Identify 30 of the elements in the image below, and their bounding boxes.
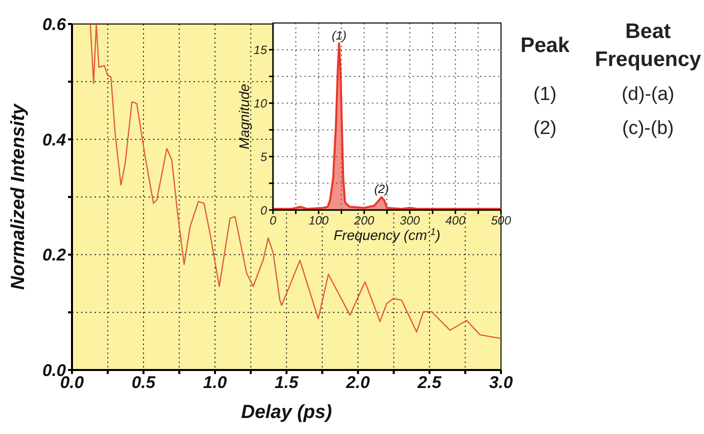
x-tick-label: 0 (270, 214, 277, 228)
y-tick-label: 0.2 (42, 246, 67, 265)
y-tick-label: 5 (260, 150, 268, 164)
y-tick-label: 10 (254, 96, 268, 110)
y-axis-title: Magnitude (236, 84, 252, 150)
text: (d)-(a) (620, 83, 676, 107)
x-tick-label: 300 (400, 214, 420, 228)
text: (2) (532, 117, 558, 141)
x-tick-label: 3.0 (489, 373, 514, 392)
x-tick-label: 0.5 (132, 373, 156, 392)
annotation: (1) (332, 28, 346, 42)
y-tick-label: 0.6 (42, 15, 67, 34)
y-tick-label: 0.4 (42, 130, 67, 150)
x-tick-label: 2.5 (416, 373, 442, 392)
x-tick-label: 100 (308, 214, 329, 228)
text: (1) (532, 83, 558, 107)
y-tick-label: 15 (254, 42, 268, 57)
text: (c)-(b) (621, 117, 675, 141)
annotation: (2) (374, 182, 389, 196)
x-tick-label: 400 (445, 214, 466, 228)
text: Beat Frequency (594, 19, 702, 73)
text: Peak (519, 33, 571, 59)
x-axis-title: Delay (ps) (241, 402, 332, 423)
x-tick-label: 200 (353, 214, 375, 228)
x-tick-label: 1.0 (203, 373, 228, 392)
y-tick-label: 0 (260, 203, 268, 218)
x-tick-label: 2.0 (345, 373, 370, 392)
y-axis-title: Normalized Intensity (8, 102, 29, 290)
x-axis-title: Frequency (cm$^{-1}$) (334, 226, 440, 243)
x-tick-label: 1.5 (274, 373, 299, 392)
